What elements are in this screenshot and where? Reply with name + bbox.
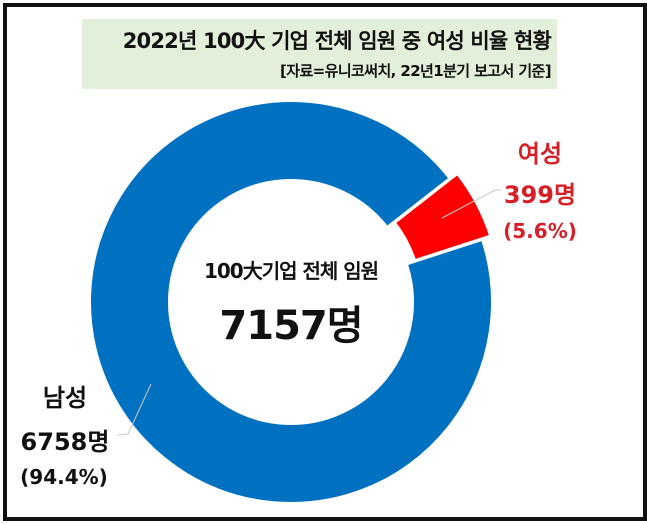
female-label-pct: (5.6%) xyxy=(503,219,577,243)
chart-source: [자료=유니코써치, 22년1분기 보고서 기준] xyxy=(280,62,552,80)
female-label-name: 여성 xyxy=(517,140,563,168)
slice-female xyxy=(393,172,492,262)
leader-line-male xyxy=(116,383,152,436)
center-label: 100大기업 전체 임원 xyxy=(203,259,379,283)
leader-line-female xyxy=(441,189,501,219)
female-label-count: 399명 xyxy=(503,181,577,209)
chart-title: 2022년 100大 기업 전체 임원 중 여성 비율 현황 xyxy=(122,29,552,53)
male-label-pct: (94.4%) xyxy=(20,465,108,489)
center-total: 7157명 xyxy=(219,303,363,349)
title-box: 2022년 100大 기업 전체 임원 중 여성 비율 현황 [자료=유니코써치… xyxy=(82,19,557,89)
slice-male xyxy=(89,100,493,505)
male-label-count: 6758명 xyxy=(20,428,110,456)
male-label-name: 남성 xyxy=(42,384,88,412)
